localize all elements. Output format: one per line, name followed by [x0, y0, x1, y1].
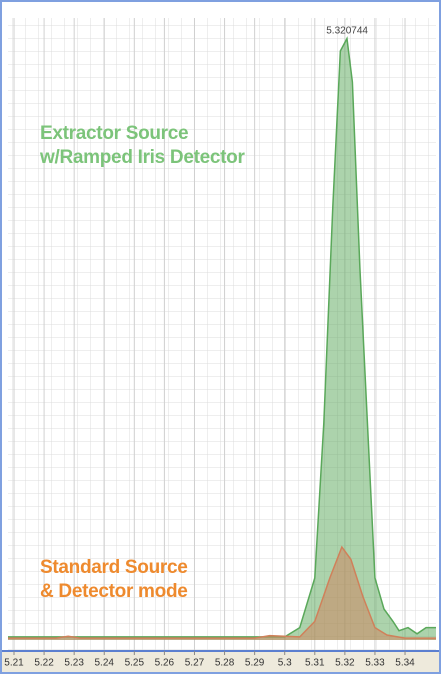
- x-tick-label: 5.26: [155, 658, 175, 669]
- x-tick-label: 5.34: [395, 658, 415, 669]
- area-fill: [8, 547, 436, 640]
- series-line: [8, 36, 436, 638]
- series-label: Standard Source & Detector mode: [40, 557, 188, 602]
- x-tick-label: 5.29: [245, 658, 265, 669]
- x-tick-label: 5.25: [125, 658, 145, 669]
- x-tick-label: 5.27: [185, 658, 205, 669]
- x-tick-label: 5.28: [215, 658, 235, 669]
- area-fill: [8, 38, 436, 641]
- peak-label: 5.320744: [326, 26, 368, 37]
- x-tick-label: 5.23: [64, 658, 84, 669]
- axis-strip: [2, 651, 439, 672]
- x-tick-label: 5.21: [4, 658, 24, 669]
- x-tick-label: 5.22: [34, 658, 54, 669]
- series-line: [8, 545, 436, 639]
- x-tick-label: 5.33: [365, 658, 385, 669]
- x-tick-label: 5.24: [95, 658, 115, 669]
- series-label: Extractor Source w/Ramped Iris Detector: [40, 123, 245, 168]
- x-tick-label: 5.31: [305, 658, 325, 669]
- x-tick-label: 5.32: [335, 658, 355, 669]
- x-tick-label: 5.3: [278, 658, 292, 669]
